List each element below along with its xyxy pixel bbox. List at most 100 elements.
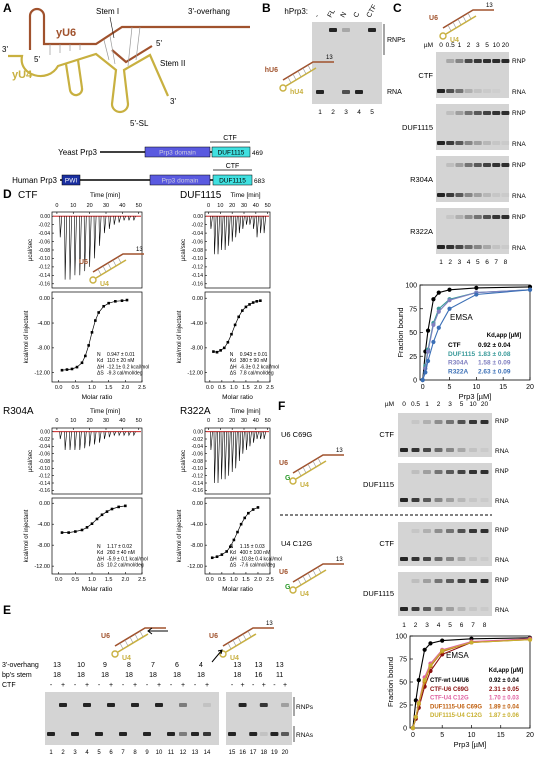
band (434, 498, 443, 502)
rna-label: U4 (122, 655, 131, 662)
axis-label: µcal/sec (28, 239, 34, 261)
axis-label: Molar ratio (82, 586, 113, 593)
base-pair (307, 64, 312, 72)
band-label: RNP (512, 162, 526, 169)
band (437, 193, 445, 197)
lane-number: 7 (121, 750, 125, 756)
y-tick-label: -0.06 (192, 451, 204, 457)
band (423, 448, 431, 452)
param-value: 400 ± 100 nM (240, 550, 271, 556)
x-tick-label: 10 (472, 384, 480, 391)
stem-value: 18 (233, 672, 241, 679)
band (437, 89, 445, 93)
domain-label: PWI (65, 178, 77, 185)
x-tick-label: 10 (70, 418, 76, 424)
lane-number: 2 (61, 750, 65, 756)
lane-number: 14 (204, 750, 211, 756)
x-tick-label: 20 (87, 203, 93, 209)
axis-label: µcal/sec (28, 450, 34, 472)
lane-number: 18 (260, 750, 267, 756)
data-point (420, 377, 425, 383)
param-value: 7.8 cal/mol/deg (240, 371, 274, 377)
band (179, 703, 187, 707)
injection-peak (263, 431, 266, 440)
band (464, 141, 473, 145)
y-tick-label: 100 (405, 283, 417, 290)
band (329, 28, 337, 32)
band-label: RNPs (296, 704, 314, 711)
rna-label: U6 (429, 15, 438, 22)
band (400, 448, 408, 452)
concentration: 1 (425, 401, 429, 408)
base-pair (287, 76, 292, 84)
injection-peak (238, 216, 242, 234)
base-pair (317, 457, 322, 465)
ctf-sign: + (262, 682, 266, 689)
concentration: 5 (485, 42, 489, 49)
band (473, 193, 482, 197)
band (501, 141, 510, 145)
ctf-sign: + (241, 682, 245, 689)
band (492, 193, 501, 197)
domain-box (144, 146, 211, 158)
band (281, 703, 289, 707)
x-tick-label: 0 (421, 384, 425, 391)
data-point (60, 368, 64, 372)
lane-number: 16 (239, 750, 246, 756)
injection-peak (234, 431, 238, 469)
data-point (94, 319, 97, 322)
data-point (416, 701, 421, 706)
x-tick-label: 0.5 (218, 577, 226, 583)
band (457, 470, 466, 474)
legend-value: 1.87 ± 0.06 (489, 713, 520, 719)
band (501, 215, 510, 219)
overhang-value: 13 (53, 662, 61, 669)
injection-peak (108, 431, 112, 438)
band (455, 163, 464, 167)
injection-peak (256, 216, 259, 238)
band (342, 90, 350, 94)
band (446, 557, 454, 561)
band (107, 703, 115, 707)
injection-peak (242, 431, 245, 454)
ctf-sign: + (205, 682, 209, 689)
band (411, 557, 420, 561)
pointer (109, 16, 115, 39)
base-pair (292, 73, 297, 81)
x-tick-label: 0 (55, 203, 58, 209)
data-point (85, 526, 89, 529)
base-pair (109, 35, 116, 65)
lane-header: N (340, 11, 349, 19)
band (446, 420, 454, 424)
domain-label: DUF1115 (218, 150, 245, 157)
x-tick-label: 0.0 (206, 577, 214, 583)
injection-peak (213, 216, 217, 255)
base-pair (457, 18, 462, 26)
base-pair (467, 12, 472, 20)
row-label: 3'-overhang (2, 662, 39, 669)
concentration: 20 (502, 42, 510, 49)
data-point (241, 309, 244, 312)
lane-number: 20 (282, 750, 289, 756)
band (469, 470, 477, 474)
band (434, 607, 443, 611)
band (469, 607, 477, 611)
band (203, 703, 211, 707)
band (411, 448, 420, 452)
band (400, 498, 408, 502)
x-tick-label: 1.5 (242, 577, 250, 583)
band (316, 90, 324, 94)
band-label: RNA (512, 245, 526, 252)
lane-number: 9 (145, 750, 149, 756)
arrow (211, 649, 223, 663)
y-tick-label: 0.00 (40, 429, 50, 435)
u4-strand (8, 52, 170, 114)
param-value: -6.3± 0.2 kcal/mol (240, 364, 279, 370)
overhang-label: 13 (486, 3, 493, 9)
band (473, 89, 482, 93)
base-pair (139, 630, 144, 638)
x-tick-label: 0.0 (55, 385, 63, 391)
x-tick-label: 2.5 (266, 385, 274, 391)
lane-number: 3 (73, 750, 77, 756)
band (423, 579, 431, 583)
